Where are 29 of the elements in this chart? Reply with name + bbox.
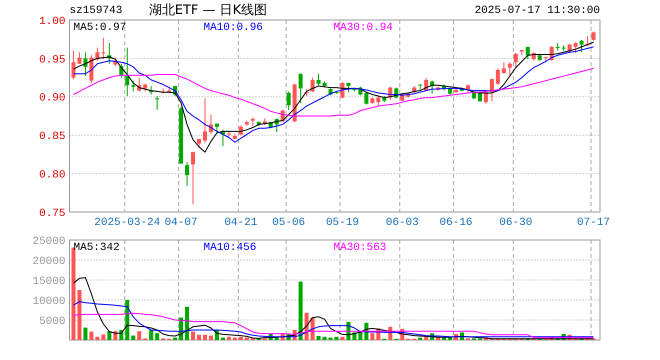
x-tick-label: 05-06 (272, 217, 306, 229)
chart-subtitle: sz159743 (70, 5, 122, 17)
x-tick-label: 07-17 (577, 217, 610, 229)
y-tick-label: 25000 (32, 236, 66, 248)
text: MA30:0.94 (334, 22, 394, 34)
text: MA5:0.97 (74, 22, 126, 34)
x-tick-label: 04-07 (164, 217, 198, 229)
text: MA10:0.96 (204, 22, 263, 34)
y-tick-label: 10000 (32, 296, 66, 308)
text: MA5:342 (74, 242, 120, 254)
chart-title: 湖北ETF — 日K线图 (148, 3, 268, 18)
text: 2025-07-17 11:30:00 (474, 5, 600, 17)
text: MA30:563 (334, 242, 386, 254)
x-tick-label: 04-21 (224, 217, 258, 229)
y-tick-label: 0.90 (39, 92, 66, 105)
y-tick-label: 1.00 (39, 16, 66, 28)
y-tick-label: 20000 (32, 256, 66, 268)
y-tick-label: 15000 (32, 276, 66, 288)
text: MA10:456 (204, 242, 256, 254)
x-tick-label: 06-30 (499, 217, 532, 229)
y-tick-label: 0.85 (39, 131, 66, 144)
x-tick-label: 05-19 (326, 217, 359, 229)
x-tick-label: 06-03 (386, 217, 419, 229)
x-tick-label: 06-16 (440, 217, 473, 229)
y-tick-label: 5000 (39, 316, 66, 328)
y-tick-label: 0.80 (39, 169, 66, 182)
x-tick-label: 2025-03-24 (94, 217, 161, 229)
y-tick-label: 0.75 (39, 208, 66, 220)
y-tick-label: 0.95 (39, 54, 66, 66)
